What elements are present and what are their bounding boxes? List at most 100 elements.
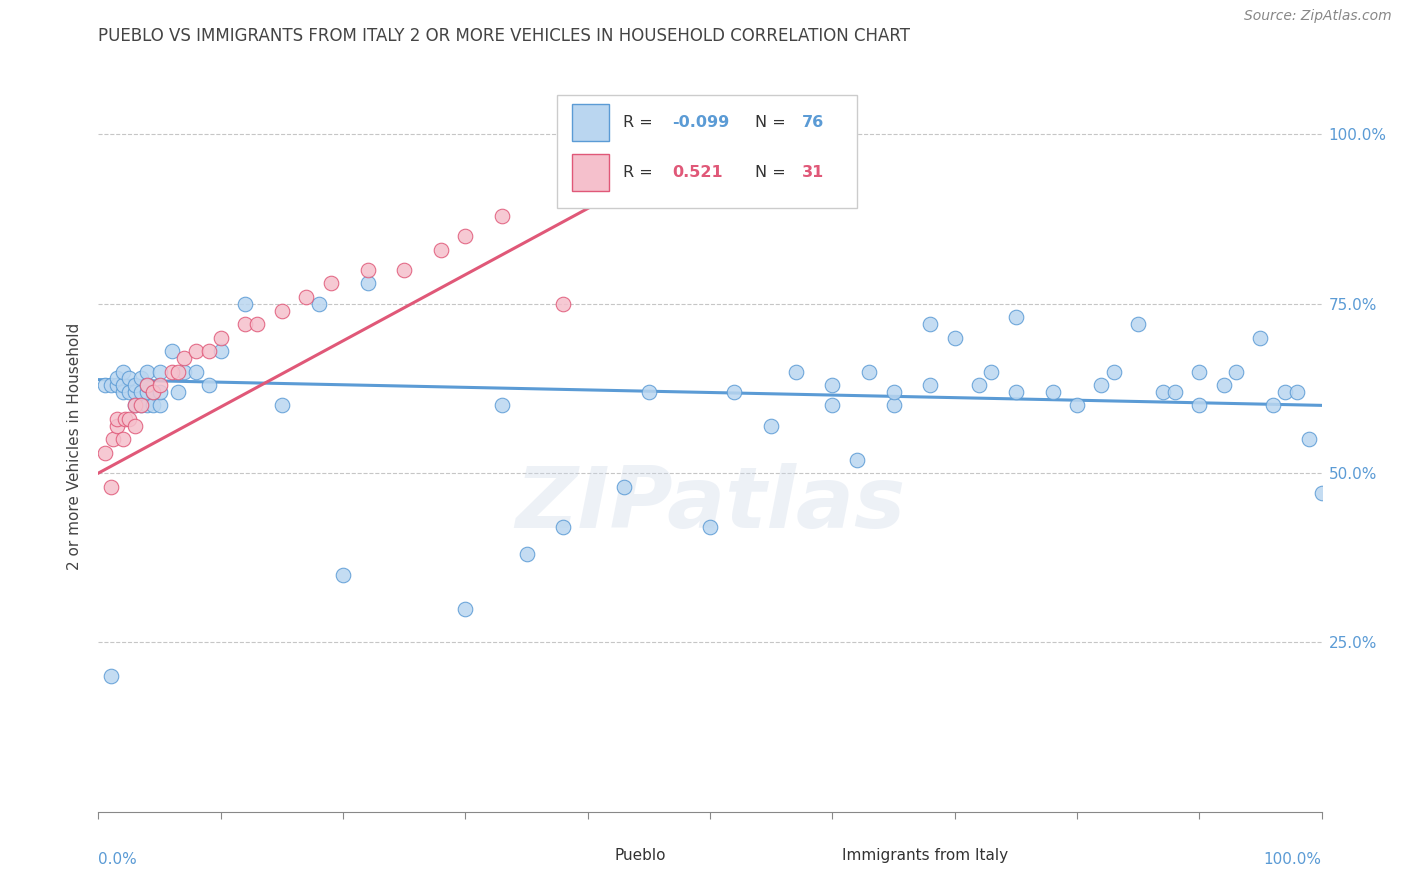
Point xyxy=(142,398,165,412)
Point xyxy=(883,384,905,399)
Point xyxy=(1102,364,1125,378)
Point xyxy=(392,263,416,277)
Point xyxy=(454,229,477,244)
Point xyxy=(1066,398,1088,412)
Point xyxy=(93,378,115,392)
Point xyxy=(111,364,134,378)
Point xyxy=(93,446,115,460)
Point xyxy=(124,384,146,399)
Point xyxy=(197,344,219,359)
Point xyxy=(124,398,146,412)
Point xyxy=(118,412,141,426)
Point xyxy=(920,378,942,392)
Point xyxy=(943,331,966,345)
Text: 100.0%: 100.0% xyxy=(1264,852,1322,867)
Y-axis label: 2 or more Vehicles in Household: 2 or more Vehicles in Household xyxy=(67,322,83,570)
Point xyxy=(1249,331,1271,345)
Point xyxy=(149,378,172,392)
Point xyxy=(149,364,172,378)
Point xyxy=(105,371,128,385)
Point xyxy=(100,378,122,392)
Text: PUEBLO VS IMMIGRANTS FROM ITALY 2 OR MORE VEHICLES IN HOUSEHOLD CORRELATION CHAR: PUEBLO VS IMMIGRANTS FROM ITALY 2 OR MOR… xyxy=(98,27,911,45)
Text: Pueblo: Pueblo xyxy=(614,848,666,863)
Text: 76: 76 xyxy=(801,115,824,130)
Point xyxy=(613,480,636,494)
Point xyxy=(209,331,232,345)
Text: 0.0%: 0.0% xyxy=(98,852,138,867)
Point xyxy=(233,317,256,331)
Text: N =: N = xyxy=(755,115,792,130)
Point xyxy=(100,669,122,683)
Point xyxy=(111,378,134,392)
Point xyxy=(308,297,330,311)
Point xyxy=(491,398,513,412)
Point xyxy=(129,398,152,412)
Point xyxy=(101,432,124,446)
Text: ZIPatlas: ZIPatlas xyxy=(515,463,905,546)
FancyBboxPatch shape xyxy=(575,842,606,871)
FancyBboxPatch shape xyxy=(572,154,609,191)
Point xyxy=(295,290,318,304)
Point xyxy=(173,351,195,365)
Point xyxy=(111,384,134,399)
Point xyxy=(491,209,513,223)
Point xyxy=(233,297,256,311)
Point xyxy=(246,317,269,331)
Point xyxy=(105,418,128,433)
Point xyxy=(1298,432,1320,446)
Point xyxy=(553,297,575,311)
Point xyxy=(319,277,342,291)
Point xyxy=(1212,378,1234,392)
Point xyxy=(1004,310,1026,325)
Point xyxy=(1090,378,1112,392)
Point xyxy=(699,520,721,534)
Point xyxy=(270,303,294,318)
Point xyxy=(173,364,195,378)
Point xyxy=(118,384,141,399)
Point xyxy=(356,263,378,277)
Point xyxy=(845,452,868,467)
Point xyxy=(454,601,477,615)
Text: R =: R = xyxy=(623,165,658,180)
Point xyxy=(967,378,990,392)
Point xyxy=(105,378,128,392)
Text: 31: 31 xyxy=(801,165,824,180)
Point xyxy=(980,364,1002,378)
Point xyxy=(1128,317,1150,331)
Text: R =: R = xyxy=(623,115,658,130)
Point xyxy=(136,378,159,392)
Point xyxy=(160,364,183,378)
Point xyxy=(270,398,294,412)
Point xyxy=(124,418,146,433)
Point xyxy=(821,398,844,412)
Point xyxy=(1164,384,1187,399)
Point xyxy=(1188,364,1211,378)
Point xyxy=(136,364,159,378)
Point xyxy=(723,384,745,399)
FancyBboxPatch shape xyxy=(801,842,832,871)
Point xyxy=(430,243,453,257)
Point xyxy=(136,384,159,399)
Text: Source: ZipAtlas.com: Source: ZipAtlas.com xyxy=(1244,9,1392,23)
FancyBboxPatch shape xyxy=(572,104,609,141)
FancyBboxPatch shape xyxy=(557,95,856,209)
Point xyxy=(129,371,152,385)
Point xyxy=(149,398,172,412)
Point xyxy=(186,364,208,378)
Point xyxy=(149,384,172,399)
Point xyxy=(920,317,942,331)
Point xyxy=(100,480,122,494)
Point xyxy=(197,378,219,392)
Point xyxy=(332,567,354,582)
Point xyxy=(129,384,152,399)
Point xyxy=(1152,384,1174,399)
Point xyxy=(160,344,183,359)
Point xyxy=(821,378,844,392)
Point xyxy=(515,547,537,561)
Point xyxy=(785,364,807,378)
Point xyxy=(124,398,146,412)
Point xyxy=(111,432,134,446)
Point xyxy=(136,378,159,392)
Point xyxy=(356,277,378,291)
Point xyxy=(1310,486,1333,500)
